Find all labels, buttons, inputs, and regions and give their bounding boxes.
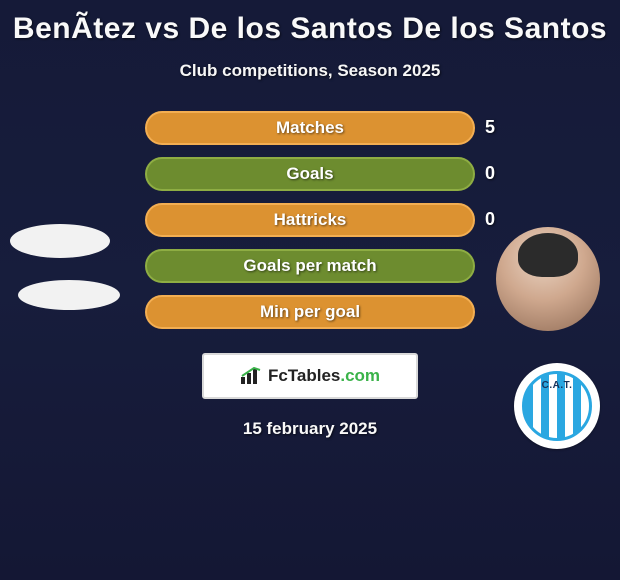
- player-left-club-placeholder: [18, 280, 120, 310]
- subtitle: Club competitions, Season 2025: [0, 61, 620, 81]
- stat-bar: Hattricks: [145, 203, 475, 237]
- stat-value-right: 0: [475, 163, 505, 184]
- stat-label: Goals: [286, 164, 333, 184]
- fctables-logo: FcTables.com: [202, 353, 418, 399]
- stat-row: Matches 5: [0, 105, 620, 151]
- player-left-photo-placeholder: [10, 224, 110, 258]
- logo-text-main: FcTables: [268, 366, 340, 385]
- stat-bar: Goals: [145, 157, 475, 191]
- stats-block: C.A.T. Matches5Goals0Hattricks0Goals per…: [0, 105, 620, 335]
- stat-label: Matches: [276, 118, 344, 138]
- stat-label: Goals per match: [243, 256, 376, 276]
- logo-text-suffix: .com: [340, 366, 380, 385]
- stat-label: Hattricks: [274, 210, 347, 230]
- stat-row: Goals 0: [0, 151, 620, 197]
- stat-bar: Min per goal: [145, 295, 475, 329]
- stat-value-right: 0: [475, 209, 505, 230]
- page-title: BenÃ­tez vs De los Santos De los Santos: [0, 6, 620, 51]
- club-badge-text: C.A.T.: [542, 380, 573, 391]
- stat-value-right: 5: [475, 117, 505, 138]
- stat-bar: Matches: [145, 111, 475, 145]
- stat-label: Min per goal: [260, 302, 360, 322]
- stat-bar: Goals per match: [145, 249, 475, 283]
- player-right-club-badge: C.A.T.: [514, 363, 600, 449]
- bars-icon: [240, 367, 262, 385]
- player-right-photo: [496, 227, 600, 331]
